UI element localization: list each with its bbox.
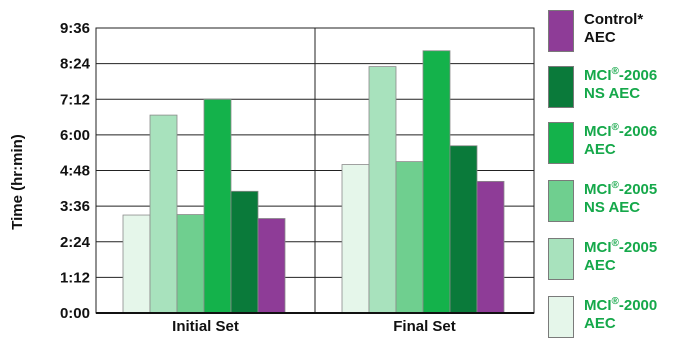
legend-label-line1: MCI®-2005 <box>584 180 658 199</box>
y-axis-label: Time (hr:min) <box>9 134 26 230</box>
legend-label-line2: AEC <box>584 257 616 274</box>
bar <box>368 66 397 314</box>
y-tick-labels: 0:00 1:12 2:24 3:36 4:48 6:00 7:12 8:24 9:36 <box>60 20 91 322</box>
bar <box>257 218 286 314</box>
bar <box>122 214 151 314</box>
legend-label-line2: AEC <box>584 315 616 332</box>
legend-swatch <box>548 296 574 338</box>
legend-swatch <box>548 10 574 52</box>
legend-label-line1: Control* <box>584 11 644 28</box>
legend-item-mci-2006-ns-aec: MCI®-2006 NS AEC <box>548 64 681 108</box>
y-tick-label: 3:36 <box>60 198 90 215</box>
axes <box>95 27 535 314</box>
y-tick-label: 1:12 <box>60 269 90 286</box>
legend-label-line2: NS AEC <box>584 199 641 216</box>
bars <box>122 50 505 314</box>
y-tick-label: 6:00 <box>60 127 90 144</box>
bar <box>476 180 505 314</box>
bar <box>203 98 232 314</box>
x-category-label: Final Set <box>393 318 456 335</box>
y-tick-label: 0:00 <box>60 305 90 322</box>
legend-label-line2: AEC <box>584 141 616 158</box>
bar <box>176 214 205 314</box>
bar <box>341 164 370 314</box>
legend-label-line1: MCI®-2005 <box>584 238 658 257</box>
bar <box>230 190 259 314</box>
y-tick-label: 4:48 <box>60 163 90 180</box>
legend-item-mci-2005-ns-aec: MCI®-2005 NS AEC <box>548 178 681 222</box>
legend-swatch <box>548 66 574 108</box>
legend-label-line1: MCI®-2006 <box>584 122 658 141</box>
bar <box>449 145 478 314</box>
legend-item-control-aec: Control* AEC <box>548 8 681 52</box>
x-category-label: Initial Set <box>172 318 239 335</box>
y-tick-label: 2:24 <box>60 234 91 251</box>
legend-swatch <box>548 238 574 280</box>
legend-label-line1: MCI®-2006 <box>584 66 658 85</box>
legend-label-line2: NS AEC <box>584 85 641 102</box>
legend-swatch <box>548 122 574 164</box>
legend-item-mci-2006-aec: MCI®-2006 AEC <box>548 120 681 164</box>
legend-swatch <box>548 180 574 222</box>
legend-item-mci-2005-aec: MCI®-2005 AEC <box>548 236 681 280</box>
bar <box>149 114 178 314</box>
legend-label-line2: AEC <box>584 29 616 46</box>
y-tick-label: 9:36 <box>60 20 90 37</box>
bar <box>422 50 451 314</box>
bar <box>395 161 424 314</box>
y-tick-label: 7:12 <box>60 91 90 108</box>
x-category-labels: Initial Set Final Set <box>172 318 456 335</box>
legend-label-line1: MCI®-2000 <box>584 296 658 315</box>
legend-item-mci-2000-aec: MCI®-2000 AEC <box>548 294 681 338</box>
y-tick-label: 8:24 <box>60 56 91 73</box>
